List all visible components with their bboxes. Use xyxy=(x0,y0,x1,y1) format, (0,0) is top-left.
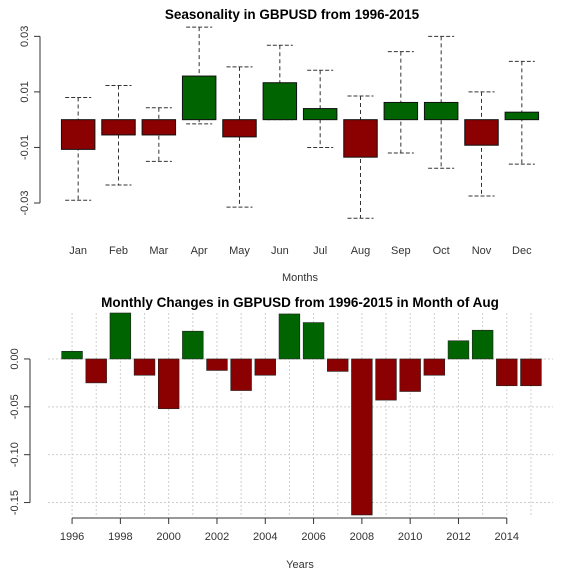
chart2-y-tick-label: -0.10 xyxy=(9,442,21,467)
monthly-changes-chart: Monthly Changes in GBPUSD from 1996-2015… xyxy=(9,295,553,571)
chart2-x-tick-label: 2002 xyxy=(205,531,229,543)
chart1-bar xyxy=(181,75,217,121)
chart1-x-tick-label: Mar xyxy=(149,245,168,257)
chart1-bar xyxy=(343,119,378,158)
chart2-x-tick-label: 2006 xyxy=(301,531,325,543)
chart2-x-tick-label: 2010 xyxy=(398,531,422,543)
chart1-x-tick-label: Jul xyxy=(313,245,327,257)
chart2-bar xyxy=(182,330,204,360)
chart2-bar xyxy=(61,350,83,360)
chart2-x-tick-label: 2000 xyxy=(156,531,180,543)
chart1-x-tick-label: Oct xyxy=(433,245,450,257)
chart2-bar xyxy=(278,313,301,360)
chart2-y-axis: -0.15 -0.10 -0.05 0.00 xyxy=(9,348,31,515)
chart2-bar xyxy=(399,358,421,392)
chart1-x-tick-label: May xyxy=(229,245,250,257)
chart1-bar xyxy=(504,111,540,121)
chart2-bar xyxy=(447,340,470,360)
chart1-x-tick-label: Feb xyxy=(109,245,128,257)
chart2-bar xyxy=(520,358,542,387)
chart2-bar xyxy=(327,358,349,372)
chart2-x-tick-label: 2004 xyxy=(253,531,277,543)
chart2-bar xyxy=(206,358,228,371)
chart1-bar xyxy=(302,108,338,121)
chart2-bar xyxy=(471,329,494,360)
chart1-bar xyxy=(222,119,257,138)
chart1-x-tick-label: Apr xyxy=(191,245,208,257)
chart2-bar xyxy=(109,312,132,360)
chart2-title: Monthly Changes in GBPUSD from 1996-2015… xyxy=(101,295,499,310)
chart1-x-tick-label: Sep xyxy=(391,245,411,257)
chart1-bar xyxy=(262,82,298,121)
chart1-x-tick-label: Jun xyxy=(271,245,289,257)
chart1-y-tick-label: 0.01 xyxy=(19,81,31,102)
chart1-x-tick-label: Jan xyxy=(69,245,87,257)
chart2-x-tick-label: 1996 xyxy=(60,531,84,543)
chart1-y-tick-label: -0.03 xyxy=(19,190,31,215)
chart1-bars xyxy=(60,26,540,219)
chart2-y-tick-label: -0.15 xyxy=(9,490,21,515)
chart1-bar xyxy=(60,119,96,150)
chart1-bar xyxy=(464,119,499,146)
chart2-bar xyxy=(133,358,156,376)
chart2-bar xyxy=(375,358,397,401)
chart1-title: Seasonality in GBPUSD from 1996-2015 xyxy=(165,7,420,22)
chart1-bar xyxy=(141,119,177,136)
chart1-bar xyxy=(423,101,459,121)
chart2-bar xyxy=(254,358,276,376)
chart2-y-tick-label: 0.00 xyxy=(9,348,21,369)
chart1-bar xyxy=(383,101,419,121)
chart1-x-tick-label: Dec xyxy=(512,245,532,257)
chart1-y-axis: -0.03 -0.01 0.01 0.03 xyxy=(19,26,41,216)
chart2-x-tick-label: 2014 xyxy=(495,531,519,543)
chart2-x-tick-label: 2012 xyxy=(446,531,470,543)
chart2-y-tick-label: -0.05 xyxy=(9,394,21,419)
chart2-x-axis: 1996 1998 2000 2002 2004 2006 2008 2010 2012 2014 xyxy=(60,517,519,543)
chart2-bar xyxy=(230,358,252,391)
chart2-bar xyxy=(423,358,446,376)
chart1-x-axis-label: Months xyxy=(282,272,319,284)
chart2-bar xyxy=(351,358,373,516)
chart2-x-tick-label: 1998 xyxy=(108,531,132,543)
chart1-x-tick-label: Nov xyxy=(472,245,492,257)
chart2-x-tick-label: 2008 xyxy=(350,531,374,543)
chart1-bar xyxy=(101,119,136,136)
chart2-bar xyxy=(302,322,325,360)
chart1-y-tick-label: -0.01 xyxy=(19,135,31,160)
chart2-bar xyxy=(496,358,518,387)
chart2-bars xyxy=(61,312,542,516)
chart1-x-tick-labels: Jan Feb Mar Apr May Jun Jul Aug Sep Oct Nov Dec xyxy=(69,245,532,257)
chart1-x-tick-label: Aug xyxy=(351,245,371,257)
chart2-bar xyxy=(157,358,180,410)
chart2-bar xyxy=(85,358,107,384)
seasonality-chart: Seasonality in GBPUSD from 1996-2015 -0.… xyxy=(19,7,540,284)
chart1-y-tick-label: 0.03 xyxy=(19,26,31,47)
chart2-x-axis-label: Years xyxy=(286,559,314,571)
